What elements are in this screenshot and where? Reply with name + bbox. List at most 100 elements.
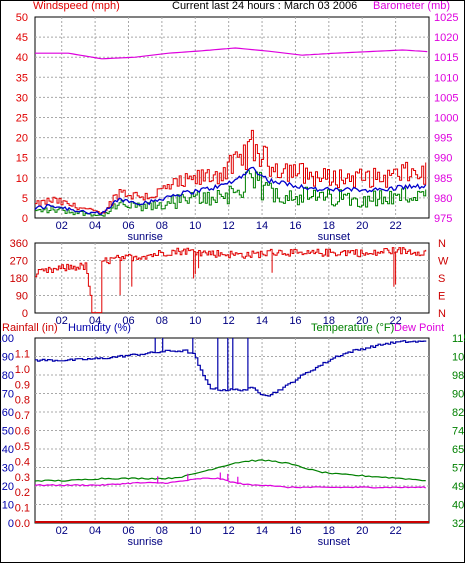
- climate-x-tick-label: 06: [122, 525, 134, 537]
- temperature-y-tick-label: 57: [452, 463, 464, 475]
- wind-y-tick-label: 45: [16, 32, 28, 44]
- barometer-y-tick-label: 1010: [434, 72, 458, 84]
- climate-x-tick-label: 16: [289, 525, 301, 537]
- wind-x-tick-label: 04: [89, 220, 101, 232]
- wind-average-series: [34, 166, 427, 216]
- temperature-y-tick-label: 74: [452, 426, 464, 438]
- temperature-y-tick-label: 115: [452, 333, 465, 345]
- direction-x-tick-label: 14: [256, 315, 268, 327]
- humidity-axis-title: Humidity (%): [68, 322, 131, 334]
- humidity-y-tick-label: 40: [2, 444, 14, 456]
- wind-x-tick-label: 20: [356, 220, 368, 232]
- climate-x-tick-label: 18: [323, 525, 335, 537]
- temperature-series: [34, 459, 426, 482]
- climate-x-tick-label: 14: [256, 525, 268, 537]
- direction-y-tick-label: 270: [10, 256, 28, 268]
- chart-title: Current last 24 hours : March 03 2006: [172, 0, 358, 12]
- wind-y-tick-label: 15: [16, 153, 28, 165]
- wind-x-tick-label: 22: [389, 220, 401, 232]
- humidity-y-tick-label: 20: [2, 481, 14, 493]
- direction-x-tick-label: 16: [289, 315, 301, 327]
- temperature-y-tick-label: 40: [452, 500, 464, 512]
- climate-x-tick-label: 02: [56, 525, 68, 537]
- temperature-y-tick-label: 98: [452, 370, 464, 382]
- direction-x-tick-label: 02: [56, 315, 68, 327]
- wind-x-tick-label: 12: [223, 220, 235, 232]
- direction-x-tick-label: 08: [156, 315, 168, 327]
- temperature-y-tick-label: 65: [452, 444, 464, 456]
- direction-compass-label: E: [438, 291, 445, 303]
- rainfall-y-tick-label: 0.1: [15, 503, 30, 515]
- direction-y-tick-label: 180: [10, 273, 28, 285]
- climate-x-tick-label: 08: [156, 525, 168, 537]
- climate-sunset-label: sunset: [318, 536, 350, 548]
- humidity-y-tick-label: 90: [2, 352, 14, 364]
- temperature-y-tick-label: 90: [452, 389, 464, 401]
- rainfall-y-tick-label: 0.9: [15, 379, 30, 391]
- direction-x-tick-label: 12: [223, 315, 235, 327]
- humidity-y-tick-label: 30: [2, 463, 14, 475]
- direction-y-tick-label: 360: [10, 238, 28, 250]
- wind-x-tick-label: 16: [289, 220, 301, 232]
- direction-x-tick-label: 06: [122, 315, 134, 327]
- rainfall-y-tick-label: 0.7: [15, 410, 30, 422]
- wind-sunrise-label: sunrise: [127, 231, 162, 243]
- barometer-y-tick-label: 975: [434, 213, 452, 225]
- direction-compass-label: S: [438, 273, 445, 285]
- rainfall-y-tick-label: 0.8: [15, 395, 30, 407]
- dewpoint-series: [34, 472, 426, 489]
- direction-x-tick-label: 04: [89, 315, 101, 327]
- barometer-series: [35, 47, 428, 60]
- humidity-y-tick-label: 60: [2, 407, 14, 419]
- wind-x-tick-label: 08: [156, 220, 168, 232]
- temperature-y-tick-label: 32: [452, 518, 464, 530]
- wind-y-tick-label: 35: [16, 72, 28, 84]
- direction-x-tick-label: 22: [389, 315, 401, 327]
- direction-compass-label: W: [438, 256, 449, 268]
- barometer-y-tick-label: 1020: [434, 32, 458, 44]
- rainfall-y-tick-label: 1.1: [15, 348, 30, 360]
- humidity-y-tick-label: 80: [2, 370, 14, 382]
- wind-x-tick-label: 02: [56, 220, 68, 232]
- wind-y-tick-label: 40: [16, 52, 28, 64]
- windspeed-axis-title: Windspeed (mph): [33, 0, 120, 12]
- direction-y-tick-label: 0: [22, 308, 28, 320]
- barometer-y-tick-label: 1005: [434, 92, 458, 104]
- barometer-y-tick-label: 990: [434, 153, 452, 165]
- wind-x-tick-label: 14: [256, 220, 268, 232]
- humidity-y-tick-label: 0: [8, 518, 14, 530]
- wind-x-tick-label: 10: [189, 220, 201, 232]
- humidity-y-tick-label: 50: [2, 426, 14, 438]
- barometer-y-tick-label: 985: [434, 173, 452, 185]
- barometer-y-tick-label: 1015: [434, 52, 458, 64]
- rainfall-y-tick-label: 1.0: [15, 364, 30, 376]
- rainfall-y-tick-label: 0.0: [15, 518, 30, 530]
- humidity-y-tick-label: 10: [2, 500, 14, 512]
- wind-y-tick-label: 5: [22, 193, 28, 205]
- humidity-y-tick-label: 70: [2, 389, 14, 401]
- rainfall-y-tick-label: 0.5: [15, 441, 30, 453]
- temperature-y-tick-label: 82: [452, 407, 464, 419]
- rainfall-y-tick-label: 0.4: [15, 456, 30, 468]
- humidity-series: [35, 338, 427, 397]
- wind-y-tick-label: 20: [16, 133, 28, 145]
- wind-sunset-label: sunset: [318, 231, 350, 243]
- temperature-y-tick-label: 49: [452, 481, 464, 493]
- wind-y-tick-label: 50: [16, 12, 28, 24]
- direction-compass-label: N: [438, 308, 446, 320]
- barometer-y-tick-label: 1000: [434, 113, 458, 125]
- climate-x-tick-label: 20: [356, 525, 368, 537]
- rainfall-axis-title: Rainfall (in): [2, 322, 58, 334]
- rainfall-y-tick-label: 0.2: [15, 487, 30, 499]
- wind-x-tick-label: 18: [323, 220, 335, 232]
- climate-sunrise-label: sunrise: [127, 536, 162, 548]
- direction-y-tick-label: 90: [16, 291, 28, 303]
- humidity-y-tick-label: 100: [0, 333, 14, 345]
- barometer-axis-title: Barometer (mb): [373, 0, 451, 12]
- rainfall-y-tick-label: 0.6: [15, 426, 30, 438]
- direction-x-tick-label: 20: [356, 315, 368, 327]
- wind-y-tick-label: 25: [16, 113, 28, 125]
- barometer-y-tick-label: 1025: [434, 12, 458, 24]
- climate-x-tick-label: 22: [389, 525, 401, 537]
